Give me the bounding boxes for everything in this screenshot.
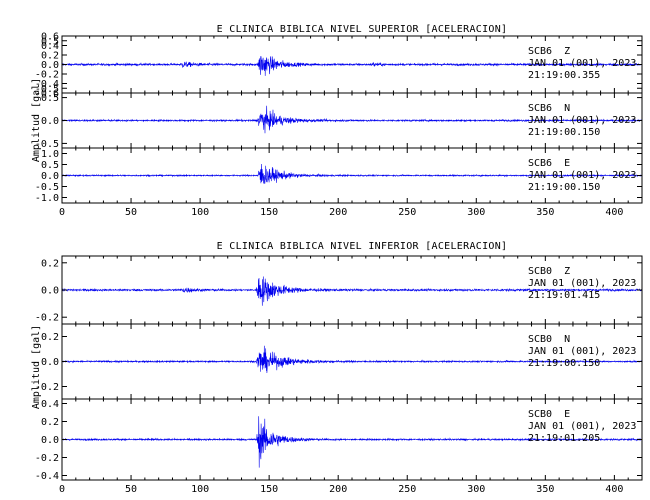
chart-title: E CLINICA BIBLICA NIVEL SUPERIOR [ACELER… [217, 24, 508, 35]
x-tick-label: 350 [536, 207, 554, 218]
date-label: JAN 01 (001), 2023 [528, 278, 636, 289]
station-label: SCB0 Z [528, 266, 570, 277]
y-tick-label: 0.4 [41, 41, 59, 52]
y-tick-label: 0.2 [41, 258, 59, 269]
component-name: Z [564, 46, 570, 57]
y-tick-label: -0.6 [35, 89, 59, 100]
date-label: JAN 01 (001), 2023 [528, 58, 636, 69]
station-label: SCB6 Z [528, 46, 570, 57]
y-tick-label: -0.2 [35, 382, 59, 393]
time-label: 21:19:01.205 [528, 433, 600, 444]
trace-line [62, 105, 642, 134]
time-label: 21:19:00.150 [528, 358, 600, 369]
date-label: JAN 01 (001), 2023 [528, 115, 636, 126]
station-name: SCB6 [528, 103, 552, 114]
y-tick-label: 0.0 [41, 357, 59, 368]
y-axis-label: Amplitud [gal] [31, 78, 42, 162]
y-tick-label: 0.2 [41, 51, 59, 62]
station-label: SCB6 N [528, 103, 570, 114]
component-name: N [564, 103, 570, 114]
y-tick-label: -0.5 [35, 84, 59, 95]
x-tick-label: 0 [59, 484, 65, 495]
y-tick-label: -0.4 [35, 79, 59, 90]
y-tick-label: -0.2 [35, 70, 59, 81]
y-tick-label: -0.2 [35, 453, 59, 464]
station-label: SCB0 E [528, 409, 570, 420]
trace-line [62, 416, 642, 468]
y-tick-label: 0.0 [41, 116, 59, 127]
station-name: SCB0 [528, 334, 552, 345]
y-tick-label: -0.5 [35, 139, 59, 150]
date-label: JAN 01 (001), 2023 [528, 170, 636, 181]
station-name: SCB6 [528, 46, 552, 57]
component-name: E [564, 158, 570, 169]
x-tick-label: 150 [260, 207, 278, 218]
station-name: SCB0 [528, 409, 552, 420]
time-label: 21:19:00.150 [528, 127, 600, 138]
y-tick-label: 0.5 [41, 160, 59, 171]
time-label: 21:19:01.415 [528, 290, 600, 301]
panel-SCB6-Z: 0.60.50.40.20.0-0.2-0.4-0.5-0.6 SCB6 ZJAN … [35, 32, 643, 100]
x-tick-label: 200 [329, 484, 347, 495]
y-tick-label: 0.0 [41, 60, 59, 71]
y-tick-label: 0.0 [41, 171, 59, 182]
y-tick-label: 0.2 [41, 417, 59, 428]
trace-line [62, 163, 642, 184]
y-tick-label: -0.5 [35, 182, 59, 193]
trace-line [62, 276, 642, 306]
station-name: SCB0 [528, 266, 552, 277]
y-tick-label: 0.6 [41, 32, 59, 43]
y-tick-label: -0.2 [35, 313, 59, 324]
x-tick-label: 50 [125, 484, 137, 495]
x-tick-label: 150 [260, 484, 278, 495]
x-tick-label: 250 [398, 484, 416, 495]
y-tick-label: 0.5 [41, 93, 59, 104]
date-label: JAN 01 (001), 2023 [528, 421, 636, 432]
y-axis-label: Amplitud [gal] [31, 325, 42, 409]
y-tick-label: 1.0 [41, 149, 59, 160]
y-tick-label: -0.4 [35, 471, 59, 482]
x-tick-label: 100 [191, 207, 209, 218]
chart-2: E CLINICA BIBLICA NIVEL INFERIOR [ACELER… [31, 241, 643, 495]
x-tick-label: 250 [398, 207, 416, 218]
y-tick-label: -1.0 [35, 193, 59, 204]
time-label: 21:19:00.355 [528, 70, 600, 81]
trace-line [62, 56, 642, 76]
x-tick-label: 300 [467, 207, 485, 218]
y-tick-label: 0.0 [41, 435, 59, 446]
y-tick-label: 0.2 [41, 332, 59, 343]
y-tick-label: 0.0 [41, 286, 59, 297]
y-tick-label: 0.5 [41, 36, 59, 47]
x-tick-label: 300 [467, 484, 485, 495]
x-tick-label: 350 [536, 484, 554, 495]
x-tick-label: 100 [191, 484, 209, 495]
component-name: E [564, 409, 570, 420]
y-tick-label: 0.4 [41, 399, 59, 410]
x-tick-label: 200 [329, 207, 347, 218]
chart-1: E CLINICA BIBLICA NIVEL SUPERIOR [ACELER… [31, 24, 643, 218]
station-label: SCB0 N [528, 334, 570, 345]
component-name: N [564, 334, 570, 345]
date-label: JAN 01 (001), 2023 [528, 346, 636, 357]
x-tick-label: 0 [59, 207, 65, 218]
station-name: SCB6 [528, 158, 552, 169]
component-name: Z [564, 266, 570, 277]
chart-title: E CLINICA BIBLICA NIVEL INFERIOR [ACELER… [217, 241, 508, 252]
x-tick-label: 400 [605, 207, 623, 218]
time-label: 21:19:00.150 [528, 182, 600, 193]
trace-line [62, 345, 642, 374]
station-label: SCB6 E [528, 158, 570, 169]
x-tick-label: 50 [125, 207, 137, 218]
x-tick-label: 400 [605, 484, 623, 495]
